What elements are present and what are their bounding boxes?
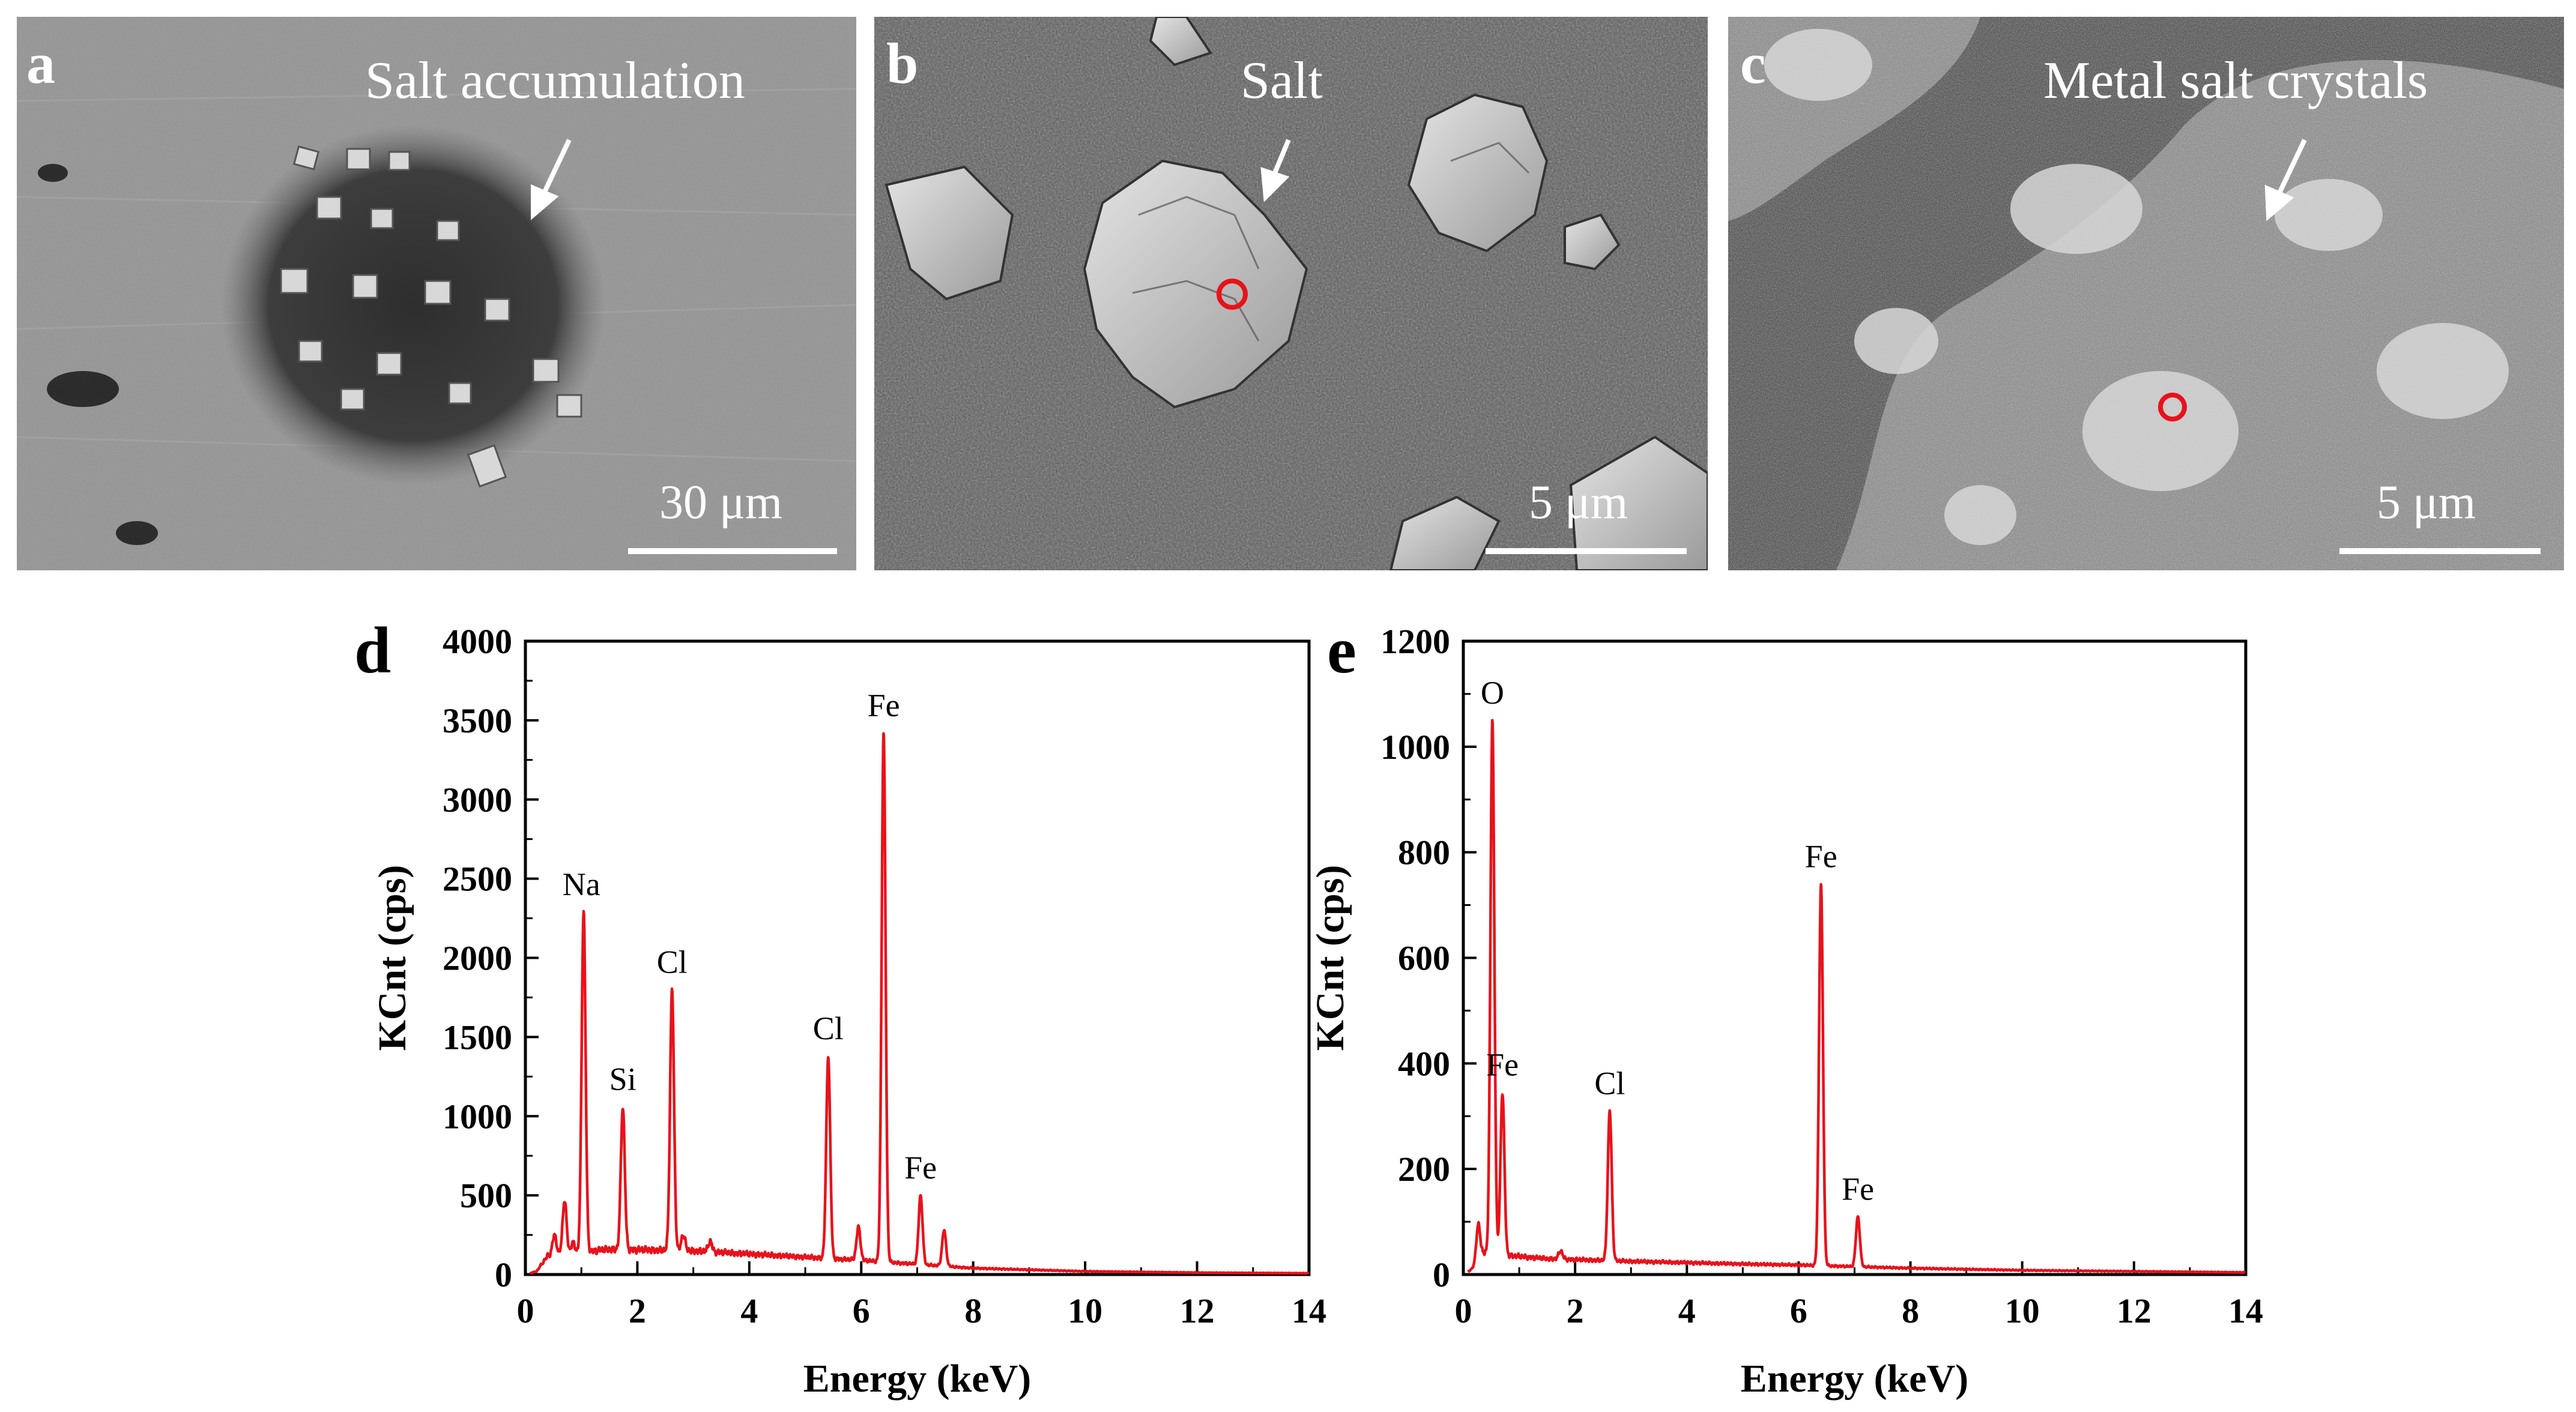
x-tick-label: 6 <box>853 1291 870 1330</box>
peak-label: Cl <box>1594 1065 1625 1101</box>
x-tick-label: 0 <box>517 1291 534 1330</box>
y-tick-label: 1200 <box>1380 622 1450 661</box>
x-tick-label: 14 <box>1292 1291 1326 1330</box>
peak-label: O <box>1481 675 1504 711</box>
arrow-icon <box>531 139 572 220</box>
scale-bar-b <box>1486 548 1687 554</box>
sem-image-a: a Salt accumulation 30 μm <box>17 17 856 570</box>
panel-letter-d: d <box>354 614 391 687</box>
x-axis-label: Energy (keV) <box>803 1357 1031 1401</box>
x-tick-label: 4 <box>1678 1291 1696 1330</box>
arrow-icon <box>1260 139 1291 202</box>
x-tick-label: 0 <box>1455 1291 1472 1330</box>
x-tick-label: 10 <box>2005 1291 2040 1330</box>
panel-letter-e: e <box>1327 614 1356 687</box>
panel-letter-c: c <box>1740 31 1766 95</box>
y-axis-label: KCnt (cps) <box>1308 865 1352 1051</box>
spectrum-series-line <box>528 732 1310 1275</box>
y-tick-label: 3000 <box>443 780 512 819</box>
annotation-label-a: Salt accumulation <box>365 52 745 110</box>
arrow-icon <box>2264 139 2307 222</box>
peak-label: Fe <box>1805 838 1837 874</box>
panel-letter-a: a <box>26 31 55 95</box>
y-tick-label: 3500 <box>443 701 512 740</box>
x-tick-label: 8 <box>964 1291 982 1330</box>
y-tick-label: 500 <box>460 1176 512 1215</box>
peak-label: Fe <box>1842 1171 1874 1207</box>
y-tick-label: 1500 <box>443 1018 512 1057</box>
peak-label: Fe <box>1486 1047 1519 1083</box>
scale-bar-label-b: 5 μm <box>1529 476 1628 529</box>
sem-panel-b: b Salt 5 μm <box>874 17 1708 570</box>
sem-image-c: c Metal salt crystals 5 μm <box>1728 17 2564 570</box>
peak-label: Cl <box>657 944 688 980</box>
annotation-label-c: Metal salt crystals <box>2043 52 2428 110</box>
y-tick-label: 200 <box>1398 1150 1450 1189</box>
y-tick-label: 2500 <box>443 860 512 899</box>
y-tick-label: 600 <box>1398 939 1450 978</box>
y-tick-label: 2000 <box>443 939 512 978</box>
y-tick-label: 0 <box>1433 1255 1450 1294</box>
x-tick-label: 2 <box>1567 1291 1584 1330</box>
y-tick-label: 1000 <box>443 1097 512 1136</box>
scale-bar-label-a: 30 μm <box>659 476 782 529</box>
salt-crystal-cluster <box>280 145 582 488</box>
peak-label: Fe <box>904 1150 937 1186</box>
x-tick-label: 10 <box>1068 1291 1102 1330</box>
scale-bar-c <box>2339 548 2541 554</box>
sem-panel-a: a Salt accumulation 30 μm <box>17 17 856 570</box>
y-axis-label: KCnt (cps) <box>370 865 414 1051</box>
peak-label: Si <box>609 1061 636 1097</box>
peak-label: Fe <box>868 687 900 723</box>
x-tick-label: 12 <box>1180 1291 1215 1330</box>
x-axis-label: Energy (keV) <box>1741 1357 1968 1401</box>
x-tick-label: 2 <box>629 1291 646 1330</box>
y-tick-label: 800 <box>1398 833 1450 872</box>
peak-label: Cl <box>813 1010 844 1046</box>
peak-label: Na <box>563 866 600 902</box>
x-tick-label: 4 <box>740 1291 758 1330</box>
metal-salt-crystals <box>1764 29 2509 545</box>
sem-panel-c: c Metal salt crystals 5 μm <box>1728 17 2564 570</box>
panel-letter-b: b <box>886 31 918 95</box>
analysis-spot-marker <box>1217 279 1248 310</box>
scale-bar-label-c: 5 μm <box>2377 476 2476 529</box>
y-tick-label: 400 <box>1398 1044 1450 1083</box>
x-tick-label: 12 <box>2117 1291 2151 1330</box>
x-tick-label: 6 <box>1790 1291 1807 1330</box>
scale-bar-a <box>628 548 837 554</box>
spectrum-series-line <box>1466 719 2247 1275</box>
sem-image-b: b Salt 5 μm <box>874 17 1708 570</box>
x-tick-label: 8 <box>1902 1291 1919 1330</box>
y-tick-label: 4000 <box>443 622 512 661</box>
analysis-spot-marker <box>2158 393 2187 421</box>
y-tick-label: 0 <box>495 1255 512 1294</box>
y-tick-label: 1000 <box>1380 728 1450 767</box>
x-tick-label: 14 <box>2228 1291 2263 1330</box>
annotation-label-b: Salt <box>1241 52 1323 110</box>
